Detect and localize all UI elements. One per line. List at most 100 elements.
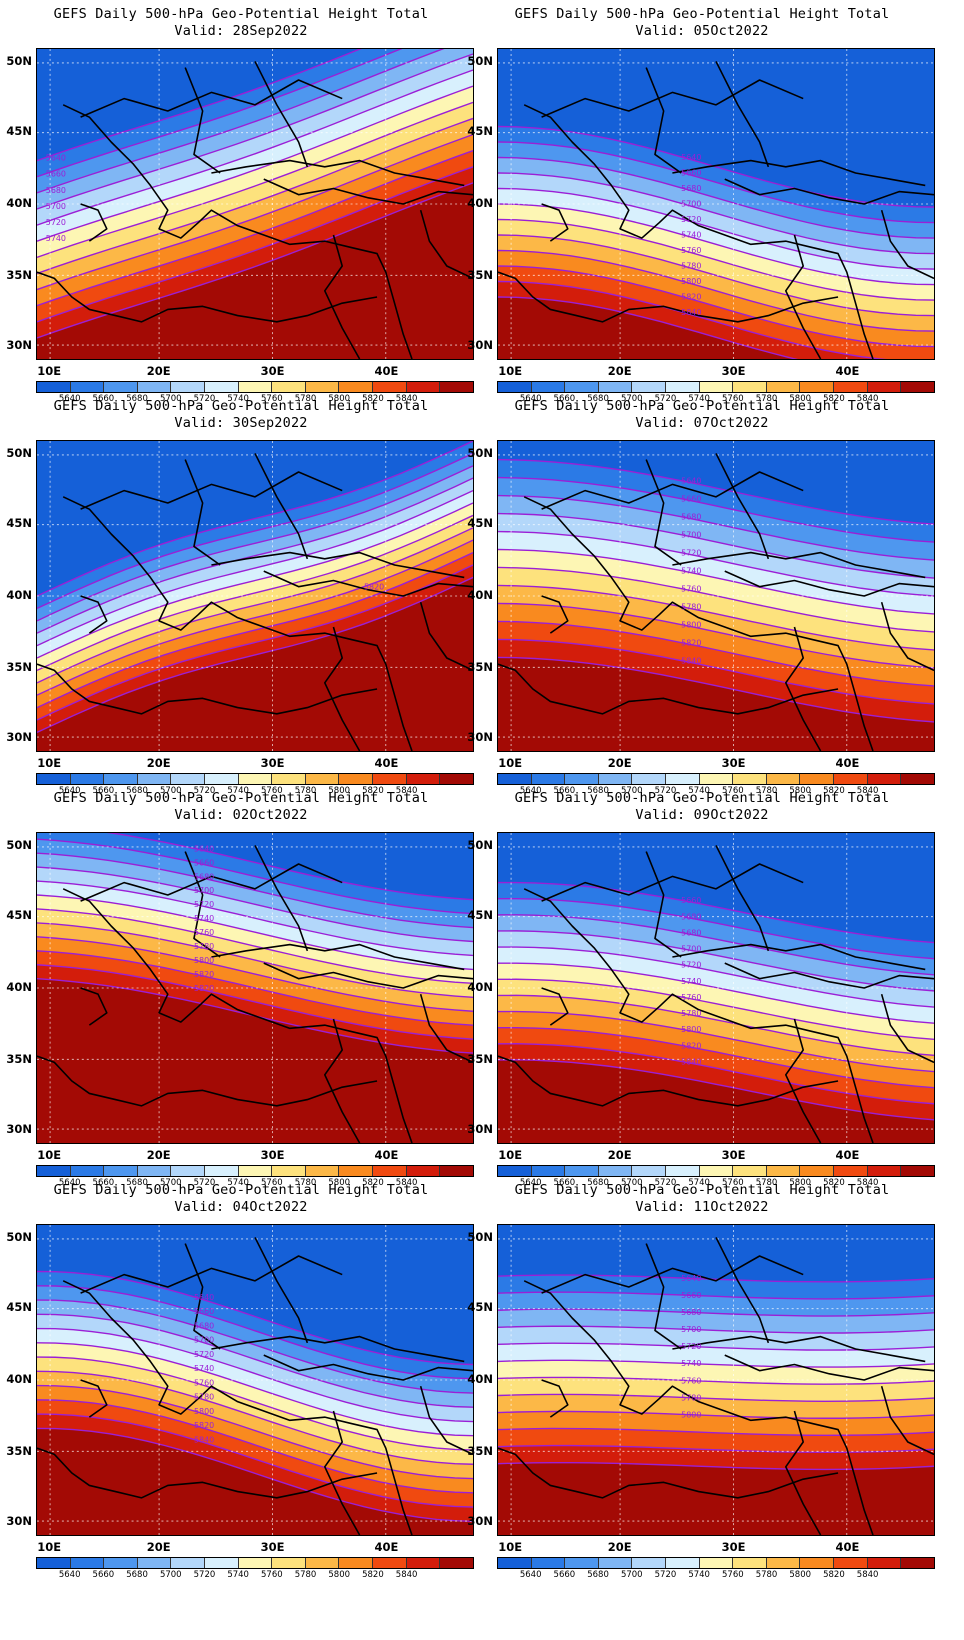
height-band: [37, 453, 473, 621]
colorbar-tick-label: 5720: [654, 1178, 677, 1188]
height-band: [498, 833, 934, 943]
contour-label: 5800: [194, 956, 214, 965]
contour-label: 5660: [194, 858, 214, 867]
longitude-tick-label: 40E: [374, 364, 399, 378]
contour-line: [498, 296, 799, 359]
height-band: [498, 914, 934, 991]
contour-label: 5800: [681, 277, 701, 286]
colorbar-swatch: [699, 1558, 734, 1568]
longitude-tick-label: 10E: [37, 364, 62, 378]
contour-line: [37, 489, 473, 647]
coastline-border: [80, 863, 343, 902]
colorbar-tick-label: 5740: [688, 1178, 710, 1188]
colorbar-swatch: [373, 382, 407, 392]
contour-line: [37, 551, 473, 709]
longitude-tick-label: 20E: [146, 756, 171, 770]
panel-valid-date: Valid: 02Oct2022: [174, 807, 308, 823]
contour-label: 5740: [681, 1359, 701, 1368]
contour-label: 5720: [681, 549, 701, 558]
longitude-tick-label: 20E: [607, 1148, 632, 1162]
longitude-tick-label: 10E: [498, 1148, 523, 1162]
colorbar-swatch: [598, 774, 633, 784]
contour-line: [37, 838, 473, 915]
contour-label: 5780: [194, 1393, 214, 1402]
colorbar-swatch: [699, 382, 734, 392]
height-band: [498, 898, 934, 975]
coastline-border: [211, 943, 465, 971]
colorbar: [497, 773, 935, 785]
contour-label: 5800: [681, 621, 701, 630]
colorbar-swatch: [632, 1166, 667, 1176]
coastline-border: [254, 845, 309, 952]
colorbar-swatch: [498, 774, 532, 784]
contour-line: [498, 187, 934, 270]
colorbar: [497, 381, 935, 393]
colorbar-swatch: [440, 1166, 473, 1176]
contour-line: [498, 203, 934, 286]
colorbar-swatch: [632, 774, 667, 784]
longitude-tick-label: 10E: [37, 1148, 62, 1162]
contour-label: 5760: [194, 1378, 214, 1387]
coastline-border: [37, 271, 378, 323]
colorbar-tick-label: 5700: [620, 1178, 643, 1188]
colorbar-swatch: [171, 1558, 206, 1568]
coastline-border: [672, 1335, 926, 1363]
colorbar-swatch: [733, 382, 767, 392]
longitude-tick-label: 40E: [835, 1540, 860, 1554]
colorbar-swatch: [598, 382, 633, 392]
colorbar-tick-label: 5820: [823, 786, 845, 796]
colorbar-swatch: [498, 1558, 532, 1568]
coastline-border: [254, 453, 309, 560]
map-panel: GEFS Daily 500-hPa Geo-Potential Height …: [461, 784, 943, 1194]
contour-label: 5640: [194, 1293, 214, 1302]
coastline-border: [80, 79, 343, 118]
coastline-border: [498, 1447, 839, 1499]
colorbar-swatch: [440, 774, 473, 784]
latitude-tick-label: 30N: [6, 1121, 32, 1136]
panel-valid-date: Valid: 30Sep2022: [174, 415, 308, 431]
colorbar-swatch: [339, 382, 374, 392]
height-band: [37, 118, 473, 290]
longitude-tick-label: 20E: [607, 756, 632, 770]
coastline-border: [37, 1055, 378, 1107]
longitude-tick-label: 40E: [835, 1148, 860, 1162]
contour-line: [498, 218, 934, 301]
contour-label: 5740: [194, 914, 214, 923]
colorbar-swatch: [666, 1166, 700, 1176]
height-band: [37, 577, 473, 751]
colorbar-tick-label: 5700: [159, 786, 182, 796]
colorbar-swatch: [305, 1166, 340, 1176]
coastline-border: [672, 943, 926, 971]
contour-label: 5640: [681, 477, 701, 486]
colorbar-tick-label: 5680: [587, 394, 609, 404]
height-band: [498, 1059, 934, 1143]
contour-line: [498, 897, 934, 960]
longitude-tick-label: 40E: [835, 364, 860, 378]
coastline-border: [419, 993, 473, 1064]
contour-line: [498, 280, 888, 359]
colorbar-swatch: [205, 774, 239, 784]
contour-line: [498, 1427, 934, 1437]
height-band: [498, 657, 934, 751]
contour-line: [498, 962, 934, 1024]
contour-label: 5820: [681, 639, 701, 648]
coastline-border: [724, 962, 934, 989]
coastline-border: [80, 203, 108, 242]
colorbar-tick-label: 5680: [126, 1178, 148, 1188]
latitude-tick-label: 30N: [6, 1513, 32, 1528]
colorbar: [497, 1165, 935, 1177]
colorbar-swatch: [565, 1166, 599, 1176]
latitude-tick-label: 45N: [467, 516, 493, 531]
colorbar-tick-label: 5780: [294, 1570, 317, 1580]
longitude-tick-label: 20E: [607, 364, 632, 378]
colorbar-tick-label: 5740: [688, 786, 710, 796]
colorbar-tick-label: 5800: [789, 394, 812, 404]
map-panel: GEFS Daily 500-hPa Geo-Potential Height …: [461, 0, 943, 410]
colorbar: [497, 1557, 935, 1569]
map-panel: GEFS Daily 500-hPa Geo-Potential Height …: [0, 1176, 482, 1586]
colorbar-swatch: [305, 774, 340, 784]
contour-label: 5780: [194, 942, 214, 951]
contour-label: 5700: [681, 1325, 701, 1334]
contour-label: 5760: [194, 928, 214, 937]
coastline-border: [323, 1410, 361, 1535]
